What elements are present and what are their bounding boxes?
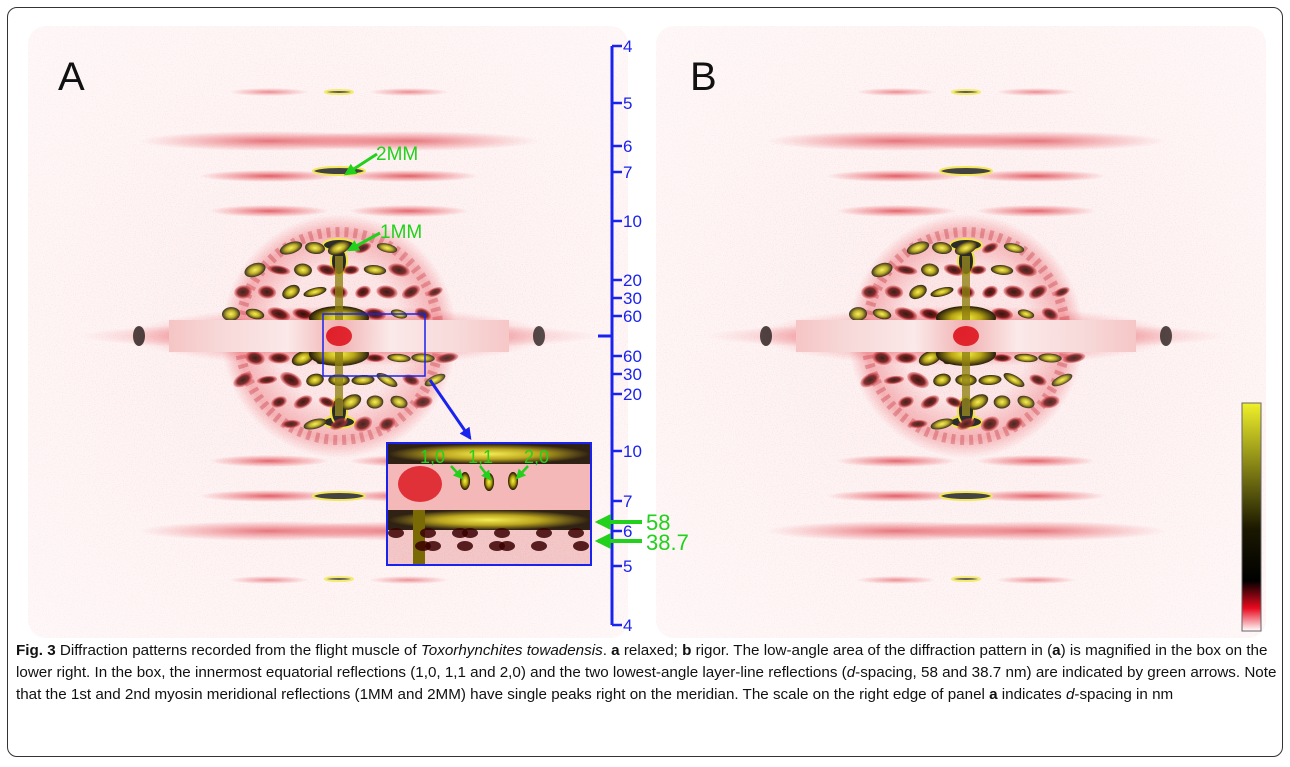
arrow-eq-1-1: [479, 465, 492, 481]
scale-tick-label: 5: [623, 94, 632, 113]
arrow-eq-1-0: [450, 465, 464, 480]
label-layer-58: 58: [646, 510, 670, 535]
intensity-colorbar: [1241, 402, 1262, 632]
scale-tick-label: 60: [623, 347, 642, 366]
arrow-eq-2-0: [515, 465, 529, 480]
label-layer-38-7: 38.7: [646, 530, 689, 555]
label-eq-1-1: 1,1: [468, 447, 493, 467]
scale-tick-label: 7: [623, 492, 632, 511]
inset-dark-speckle: [568, 528, 584, 538]
scale-tick-label: 4: [623, 37, 632, 56]
scale-tick-label: 10: [623, 212, 642, 231]
inset-equatorial-spot: [508, 472, 518, 490]
caption-text: indicates: [997, 686, 1066, 703]
label-2mm: 2MM: [376, 144, 418, 165]
caption-text: .: [602, 642, 612, 659]
scale-tick-label: 7: [623, 163, 632, 182]
caption-fig-label: Fig. 3: [16, 642, 56, 659]
panel-b-pattern: [656, 26, 1266, 638]
inset-equatorial-spot: [460, 472, 470, 490]
scale-tick-label: 30: [623, 289, 642, 308]
scale-tick-label: 5: [623, 557, 632, 576]
inset-direct-beam: [398, 466, 442, 502]
inset-dark-speckle: [573, 541, 589, 551]
caption-panel-a: a: [989, 686, 998, 703]
caption-species: Toxorhynchites towadensis: [420, 642, 603, 659]
inset-dark-speckle: [531, 541, 547, 551]
arrow-2mm: [343, 152, 378, 176]
caption-text: relaxed;: [619, 642, 683, 659]
magnified-inset: [386, 442, 592, 566]
scale-tick-label: 20: [623, 271, 642, 290]
inset-dark-speckle: [388, 528, 404, 538]
pattern-vignette: [656, 26, 1266, 638]
label-eq-1-0: 1,0: [420, 447, 445, 467]
inset-dark-speckle: [415, 541, 431, 551]
scale-tick-label: 30: [623, 365, 642, 384]
inset-dark-speckle: [494, 528, 510, 538]
caption-panel-b: b: [682, 642, 692, 659]
caption-text: ) is magnified in the box on the lower r…: [16, 642, 1268, 681]
label-1mm: 1MM: [380, 222, 422, 243]
label-eq-2-0: 2,0: [524, 447, 549, 467]
scale-tick-label: 4: [623, 616, 632, 635]
caption-text: -spacing, 58 and 38.7 nm) are indicated …: [16, 664, 1277, 703]
inset-lower-cross: [388, 510, 590, 530]
scale-tick-label: 60: [623, 307, 642, 326]
caption-text: -spacing in nm: [1074, 686, 1174, 703]
inset-dark-speckle: [452, 528, 468, 538]
panel-label-b: B: [690, 55, 717, 99]
caption-d: d: [1065, 686, 1075, 703]
inset-border: [386, 442, 592, 566]
panel-label-a: A: [58, 55, 85, 99]
inset-dark-speckle: [457, 541, 473, 551]
inset-dark-speckle: [536, 528, 552, 538]
caption-d: d: [846, 664, 856, 681]
inset-upper-cross: [388, 444, 590, 464]
scale-tick-label: 6: [623, 137, 632, 156]
magnify-arrow: [428, 379, 472, 440]
scale-tick-label: 10: [623, 442, 642, 461]
figure-caption: Fig. 3 Diffraction patterns recorded fro…: [16, 640, 1278, 706]
arrow-1mm: [346, 231, 381, 252]
caption-text: Diffraction patterns recorded from the f…: [55, 642, 421, 659]
magnify-region-box: [322, 313, 426, 377]
inset-dark-speckle: [489, 541, 505, 551]
caption-panel-a: a: [611, 642, 620, 659]
scale-tick-label: 20: [623, 385, 642, 404]
inset-dark-speckle: [420, 528, 436, 538]
caption-panel-a: a: [1052, 642, 1061, 659]
caption-text: rigor. The low-angle area of the diffrac…: [691, 642, 1053, 659]
scale-tick-label: 6: [623, 522, 632, 541]
